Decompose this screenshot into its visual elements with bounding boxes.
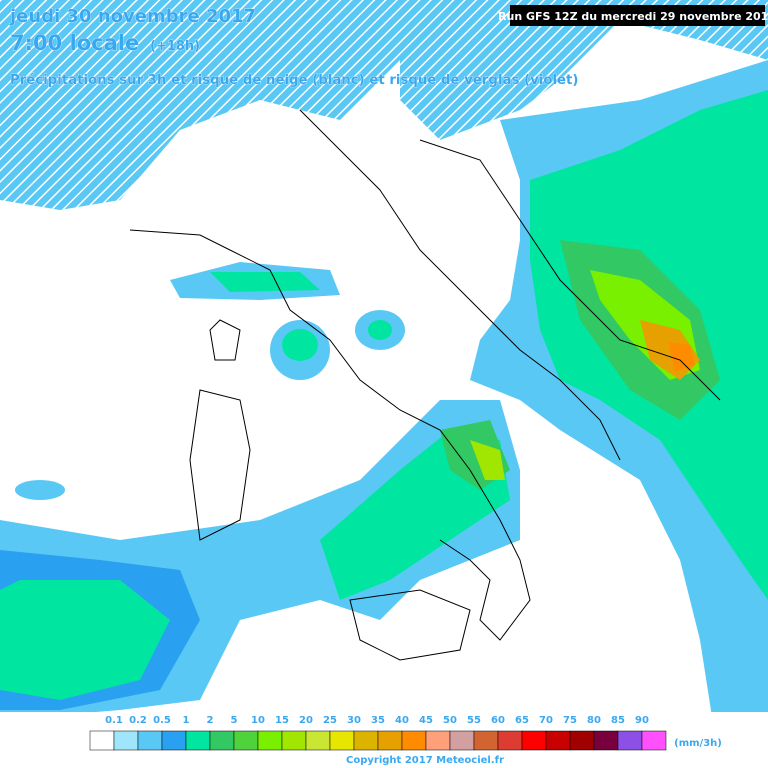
legend-swatch <box>569 730 595 751</box>
legend-swatch <box>377 730 403 751</box>
legend-label: 35 <box>371 715 385 726</box>
legend-label: 0.5 <box>153 715 171 726</box>
legend-swatch <box>641 730 667 751</box>
legend-label: 65 <box>515 715 529 726</box>
legend-swatch <box>329 730 355 751</box>
legend-swatch <box>521 730 547 751</box>
legend-unit: (mm/3h) <box>674 738 722 749</box>
legend-label: 0.2 <box>129 715 147 726</box>
legend-label: 75 <box>563 715 577 726</box>
run-box <box>510 5 765 26</box>
legend-swatch <box>497 730 523 751</box>
legend-swatch <box>545 730 571 751</box>
lead-time: (+18h) <box>150 39 200 54</box>
legend-swatch <box>257 730 283 751</box>
legend-label: 50 <box>443 715 457 726</box>
legend-label: 40 <box>395 715 409 726</box>
legend-label: 55 <box>467 715 481 726</box>
legend-swatch <box>449 730 475 751</box>
legend: 0.1 0.2 0.5 1 2 5 10 15 20 25 30 35 40 45 50 55 60 65 70 75… <box>89 715 667 751</box>
copyright: Copyright 2017 Meteociel.fr <box>346 755 504 766</box>
legend-swatch <box>281 730 307 751</box>
legend-swatch <box>353 730 379 751</box>
legend-label: 85 <box>611 715 625 726</box>
legend-label: 10 <box>251 715 265 726</box>
time: 7:00 locale <box>10 31 139 55</box>
legend-label: 60 <box>491 715 505 726</box>
legend-swatch <box>617 730 643 751</box>
legend-swatch <box>209 730 235 751</box>
legend-swatch <box>233 730 259 751</box>
legend-label: 45 <box>419 715 433 726</box>
coastlines <box>129 109 721 661</box>
legend-label: 20 <box>299 715 313 726</box>
legend-swatch <box>113 730 139 751</box>
run-info: Run GFS 12Z du mercredi 29 novembre 2017 <box>498 10 768 23</box>
legend-label: 80 <box>587 715 601 726</box>
legend-swatch <box>425 730 451 751</box>
legend-swatch <box>137 730 163 751</box>
legend-label: 15 <box>275 715 289 726</box>
legend-swatch <box>89 730 115 751</box>
date: jeudi 30 novembre 2017 <box>9 6 256 27</box>
legend-swatch <box>185 730 211 751</box>
legend-swatch <box>161 730 187 751</box>
legend-swatch <box>473 730 499 751</box>
legend-label: 2 <box>207 715 214 726</box>
legend-label: 90 <box>635 715 649 726</box>
legend-swatch <box>593 730 619 751</box>
legend-label: 70 <box>539 715 553 726</box>
legend-swatch <box>401 730 427 751</box>
legend-swatch <box>305 730 331 751</box>
legend-label: 1 <box>183 715 190 726</box>
legend-label: 25 <box>323 715 337 726</box>
legend-label: 0.1 <box>105 715 123 726</box>
legend-label: 5 <box>231 715 238 726</box>
subtitle: Précipitations sur 3h et risque de neige… <box>10 72 578 88</box>
legend-label: 30 <box>347 715 361 726</box>
